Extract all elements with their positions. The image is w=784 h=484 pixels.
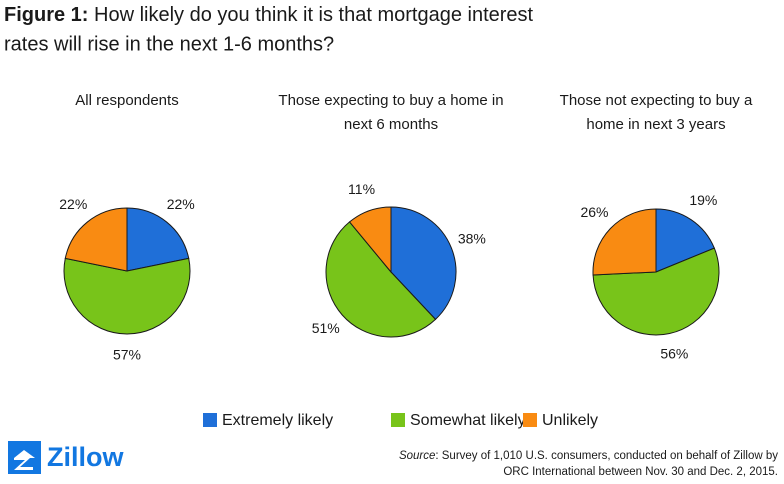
source-line: ORC International between Nov. 30 and De… — [503, 466, 778, 478]
source: Source: Survey of 1,010 U.S. consumers, … — [399, 450, 778, 462]
pie-slice — [592, 247, 720, 336]
figure-title: rates will rise in the next 1-6 months? — [4, 33, 334, 55]
legend-label: Unlikely — [542, 412, 598, 429]
pie-title: home in next 3 years — [586, 116, 725, 133]
zillow-logo: Zillow — [8, 441, 124, 474]
brand: Zillow — [47, 442, 124, 472]
pie-title: next 6 months — [344, 116, 438, 133]
value-label: 38% — [458, 231, 486, 247]
pie-slice — [63, 257, 191, 335]
pie-title: All respondents — [75, 92, 178, 109]
value-label: 11% — [348, 181, 375, 197]
value-label: 26% — [580, 204, 608, 220]
source-label: Source — [399, 450, 435, 462]
figure-title: Figure 1: How likely do you think it is … — [4, 4, 534, 26]
pie-slice — [325, 221, 437, 338]
value-label: 56% — [660, 346, 688, 362]
pie-title: Those not expecting to buy a — [560, 92, 753, 109]
legend-swatch — [391, 413, 405, 427]
pie-slice — [64, 207, 128, 272]
pie-slice — [390, 206, 457, 321]
logo-glyph — [14, 450, 35, 470]
pie-slice — [655, 208, 715, 273]
value-label: 51% — [312, 320, 340, 336]
value-label: 57% — [113, 347, 141, 363]
legend-label: Somewhat likely — [410, 412, 526, 429]
figure-label: Figure 1: — [4, 4, 88, 26]
value-label: 19% — [689, 192, 717, 208]
value-label: 22% — [167, 196, 195, 212]
legend-label: Extremely likely — [222, 412, 333, 429]
value-label: 22% — [59, 196, 87, 212]
pie-title: Those expecting to buy a home in — [278, 92, 503, 109]
source-line: : Survey of 1,010 U.S. consumers, conduc… — [435, 450, 778, 462]
pie-slice — [592, 208, 657, 276]
title-line: How likely do you think it is that mortg… — [94, 4, 534, 26]
legend-swatch — [523, 413, 537, 427]
pie-slice — [348, 206, 392, 274]
legend-swatch — [203, 413, 217, 427]
pie-slice — [126, 207, 190, 272]
